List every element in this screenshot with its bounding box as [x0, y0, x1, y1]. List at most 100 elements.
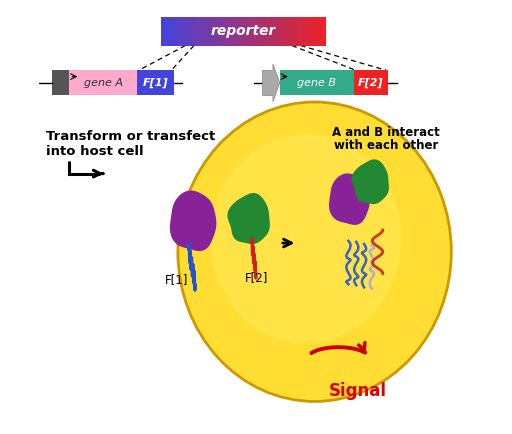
Ellipse shape	[308, 244, 322, 259]
Text: F[1]: F[1]	[142, 78, 168, 88]
Bar	[314, 17, 318, 46]
Bar	[317, 17, 321, 46]
Bar	[260, 17, 263, 46]
Bar	[320, 17, 324, 46]
Text: F[2]: F[2]	[358, 78, 384, 88]
Bar	[282, 17, 285, 46]
Text: reporter: reporter	[210, 24, 275, 39]
Ellipse shape	[240, 169, 390, 334]
Bar	[270, 17, 274, 46]
Bar	[210, 17, 214, 46]
Bar	[354, 70, 389, 95]
Ellipse shape	[260, 192, 369, 312]
Bar	[248, 17, 252, 46]
Bar	[188, 17, 191, 46]
Ellipse shape	[178, 102, 451, 401]
Bar	[279, 17, 282, 46]
Ellipse shape	[178, 102, 451, 401]
Bar	[182, 17, 186, 46]
Bar	[246, 17, 249, 46]
Bar	[257, 17, 260, 46]
Bar	[276, 17, 280, 46]
Bar	[301, 17, 304, 46]
Bar	[298, 17, 302, 46]
Bar	[196, 17, 200, 46]
Polygon shape	[352, 160, 388, 204]
Bar	[309, 17, 312, 46]
Text: gene B: gene B	[297, 78, 336, 88]
Bar	[287, 17, 291, 46]
Bar	[295, 17, 299, 46]
Text: gene A: gene A	[83, 78, 122, 88]
Ellipse shape	[301, 237, 328, 266]
Bar	[202, 17, 205, 46]
Ellipse shape	[191, 117, 438, 387]
Bar	[290, 17, 293, 46]
Bar	[268, 17, 271, 46]
Polygon shape	[263, 64, 280, 102]
Text: F[1]: F[1]	[165, 273, 188, 286]
Bar	[166, 17, 169, 46]
Bar	[234, 17, 239, 46]
Bar	[312, 17, 315, 46]
Bar	[240, 17, 244, 46]
Bar	[251, 17, 255, 46]
Bar	[306, 17, 310, 46]
Ellipse shape	[273, 207, 356, 297]
Bar	[229, 17, 233, 46]
Ellipse shape	[232, 162, 397, 342]
Bar	[199, 17, 203, 46]
Bar	[284, 17, 288, 46]
Bar	[265, 17, 269, 46]
Bar	[232, 17, 236, 46]
Ellipse shape	[246, 177, 383, 326]
Bar	[191, 17, 195, 46]
Bar	[207, 17, 211, 46]
Bar	[70, 70, 137, 95]
Bar	[169, 17, 173, 46]
Bar	[216, 17, 219, 46]
Bar	[180, 17, 183, 46]
Ellipse shape	[294, 229, 335, 274]
Bar	[224, 17, 227, 46]
Polygon shape	[170, 191, 216, 250]
Text: F[2]: F[2]	[245, 271, 268, 284]
Bar	[304, 17, 307, 46]
Bar	[52, 70, 70, 95]
Bar	[213, 17, 217, 46]
Ellipse shape	[212, 139, 417, 364]
Bar	[238, 17, 241, 46]
Bar	[172, 17, 175, 46]
Text: into host cell: into host cell	[46, 145, 143, 158]
Text: Transform or transfect: Transform or transfect	[46, 130, 215, 143]
Bar	[161, 17, 164, 46]
Ellipse shape	[226, 155, 403, 349]
Text: Signal: Signal	[329, 381, 387, 400]
Bar	[262, 17, 266, 46]
Bar	[194, 17, 197, 46]
Bar	[243, 17, 247, 46]
Bar	[226, 17, 230, 46]
Ellipse shape	[210, 134, 401, 344]
Ellipse shape	[185, 109, 444, 394]
Bar	[221, 17, 225, 46]
Bar	[292, 17, 296, 46]
Ellipse shape	[287, 222, 342, 282]
Bar	[218, 17, 222, 46]
Bar	[185, 17, 189, 46]
Ellipse shape	[281, 214, 349, 289]
Bar	[174, 17, 178, 46]
Bar	[254, 17, 258, 46]
Ellipse shape	[198, 125, 431, 379]
Polygon shape	[330, 174, 369, 224]
Bar	[323, 17, 326, 46]
Bar	[177, 17, 181, 46]
Polygon shape	[228, 194, 269, 243]
Bar	[137, 70, 174, 95]
Ellipse shape	[253, 184, 376, 319]
Bar	[280, 70, 354, 95]
Bar	[273, 17, 277, 46]
Text: with each other: with each other	[334, 139, 438, 152]
Ellipse shape	[267, 199, 362, 304]
Ellipse shape	[219, 147, 410, 356]
